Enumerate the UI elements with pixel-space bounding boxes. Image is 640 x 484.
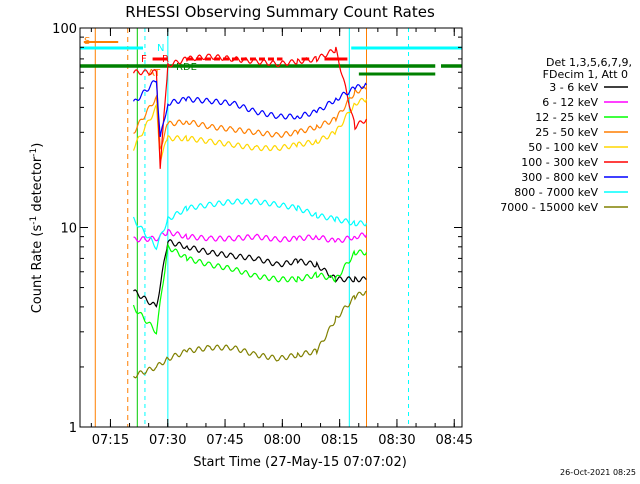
flag-label-rde: RDE	[176, 62, 197, 73]
y-axis: 1 10 100	[52, 22, 462, 436]
flag-label-s: S	[84, 36, 90, 47]
y-label-sup1: -1	[29, 216, 39, 225]
legend-label: 6 - 12 keV	[542, 96, 598, 109]
y-label-mid: detector	[30, 156, 45, 216]
series-line-5	[132, 46, 368, 169]
y-label-sup2: -1	[29, 148, 39, 157]
series-line-7	[132, 198, 368, 251]
legend-label: 300 - 800 keV	[521, 171, 598, 184]
series-line-6	[132, 80, 367, 138]
flag-label-n: N	[157, 43, 164, 54]
x-tick-label: 08:30	[378, 433, 415, 448]
legend-label: 100 - 300 keV	[521, 156, 598, 169]
series-line-4	[132, 97, 368, 162]
legend-label: 25 - 50 keV	[535, 126, 598, 139]
y-tick-label: 100	[52, 22, 77, 37]
legend-header-line1: Det 1,3,5,6,7,9,	[546, 56, 632, 69]
y-label-end: )	[30, 143, 45, 148]
timestamp: 26-Oct-2021 08:25	[560, 468, 636, 477]
y-tick-label: 10	[60, 222, 77, 237]
series-line-0	[133, 239, 367, 308]
chart-title: RHESSI Observing Summary Count Rates	[125, 3, 435, 21]
x-tick-label: 07:15	[92, 433, 129, 448]
legend-header-line2: FDecim 1, Att 0	[543, 68, 628, 81]
legend-label: 800 - 7000 keV	[514, 186, 598, 199]
x-tick-label: 08:00	[264, 433, 301, 448]
legend-label: 50 - 100 keV	[528, 141, 598, 154]
x-tick-label: 07:30	[149, 433, 186, 448]
legend: Det 1,3,5,6,7,9, FDecim 1, Att 0 3 - 6 k…	[500, 56, 632, 214]
x-tick-label: 08:15	[321, 433, 358, 448]
series-line-2	[132, 242, 368, 335]
x-tick-label: 07:45	[206, 433, 243, 448]
legend-label: 7000 - 15000 keV	[500, 201, 598, 214]
x-axis-label: Start Time (27-May-15 07:07:02)	[193, 455, 407, 470]
plot-area	[94, 28, 410, 427]
flag-label-r: R	[162, 54, 169, 65]
y-label-main: Count Rate (s	[30, 225, 45, 314]
series-line-3	[133, 85, 367, 151]
flag-label-at: AT	[148, 68, 161, 79]
x-axis: 07:15 07:30 07:45 08:00 08:15 08:30 08:45	[90, 28, 473, 448]
legend-label: 3 - 6 keV	[549, 81, 598, 94]
series-line-1	[133, 229, 368, 244]
legend-label: 12 - 25 keV	[535, 111, 598, 124]
x-tick-label: 08:45	[436, 433, 473, 448]
series-lines	[132, 46, 368, 379]
y-tick-label: 1	[69, 421, 77, 436]
flag-label-f: F	[141, 54, 147, 65]
y-axis-label: Count Rate (s-1 detector-1)	[29, 143, 45, 314]
series-line-8	[133, 290, 367, 379]
